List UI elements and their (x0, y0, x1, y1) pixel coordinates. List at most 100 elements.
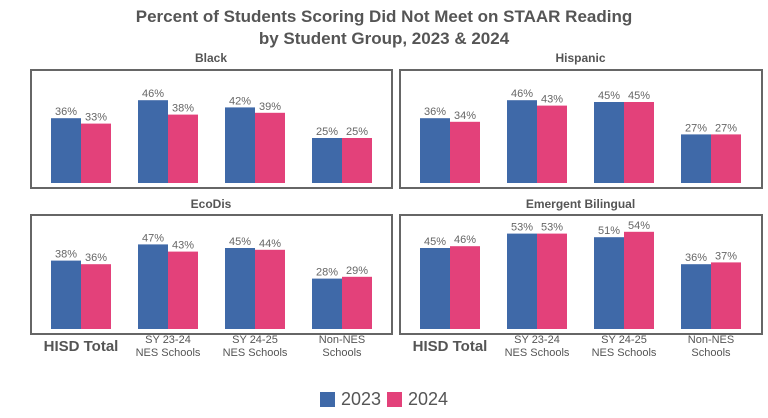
bar-ecodis-2023-0 (51, 260, 81, 329)
data-label-ecodis-2024-2: 44% (259, 238, 281, 250)
data-label-ecodis-2024-3: 29% (346, 265, 368, 277)
data-label-hispanic-2023-1: 46% (511, 88, 533, 100)
panel-hispanic (399, 69, 763, 189)
panel-title-ecodis: EcoDis (190, 197, 232, 211)
bar-ecodis-2024-1 (168, 251, 198, 329)
data-label-emergent-bilingual-2023-0: 45% (424, 236, 446, 248)
data-label-hispanic-2023-0: 36% (424, 106, 446, 118)
bar-ecodis-2023-3 (312, 278, 342, 329)
panel-ecodis (30, 214, 393, 335)
data-label-emergent-bilingual-2024-2: 54% (628, 220, 650, 232)
bar-emergent-bilingual-2024-1 (537, 233, 567, 329)
category-label-line: Non-NES (318, 334, 366, 346)
data-label-ecodis-2023-2: 45% (229, 236, 251, 248)
bar-emergent-bilingual-2023-0 (420, 248, 450, 329)
bar-emergent-bilingual-2023-1 (507, 233, 537, 329)
legend-label-2024: 2024 (408, 389, 449, 409)
legend-item-2024: 2024 (387, 389, 448, 410)
bar-black-2024-1 (168, 114, 198, 183)
bar-emergent-bilingual-2024-0 (450, 246, 480, 329)
data-label-black-2024-1: 38% (172, 103, 194, 115)
category-label-line: NES Schools (504, 347, 570, 359)
bar-black-2023-1 (138, 100, 168, 183)
category-label-right-3: Non-NES Schools (661, 334, 761, 360)
legend-label-2023: 2023 (340, 389, 381, 409)
data-label-black-2024-2: 39% (259, 101, 281, 113)
category-label-line: NES Schools (135, 347, 201, 359)
bar-hispanic-2023-2 (594, 102, 624, 183)
data-label-hispanic-2024-3: 27% (715, 122, 737, 134)
bar-emergent-bilingual-2024-3 (711, 262, 741, 329)
category-label-left-3: Non-NES Schools (292, 334, 392, 360)
data-label-emergent-bilingual-2023-3: 36% (685, 252, 707, 264)
category-label-line: HISD Total (412, 338, 488, 355)
category-label-line: SY 23-24 (514, 334, 560, 346)
legend: 2023 2024 (0, 389, 768, 410)
data-label-hispanic-2024-1: 43% (541, 94, 563, 106)
bar-hispanic-2024-1 (537, 105, 567, 183)
category-label-line: NES Schools (591, 347, 657, 359)
category-label-line: Schools (691, 347, 731, 359)
panel-emergent-bilingual (399, 214, 763, 335)
bar-ecodis-2024-2 (255, 249, 285, 329)
data-label-emergent-bilingual-2024-3: 37% (715, 250, 737, 262)
data-label-ecodis-2023-3: 28% (316, 267, 338, 279)
bar-hispanic-2024-3 (711, 134, 741, 183)
category-label-line: SY 23-24 (145, 334, 191, 346)
legend-swatch-2024 (387, 392, 402, 407)
bar-ecodis-2024-0 (81, 264, 111, 329)
panel-title-black: Black (194, 51, 228, 65)
category-label-right-1: SY 23-24 NES Schools (487, 334, 587, 360)
bar-hispanic-2023-3 (681, 134, 711, 183)
data-label-hispanic-2023-2: 45% (598, 90, 620, 102)
category-label-left-1: SY 23-24 NES Schools (118, 334, 218, 360)
category-label-line: SY 24-25 (232, 334, 278, 346)
bar-black-2023-3 (312, 138, 342, 183)
bar-black-2024-0 (81, 123, 111, 183)
category-label-line: Schools (322, 347, 362, 359)
category-label-right-0: HISD Total (400, 338, 500, 356)
category-label-line: SY 24-25 (601, 334, 647, 346)
bar-black-2023-2 (225, 107, 255, 183)
data-label-black-2023-3: 25% (316, 126, 338, 138)
data-label-black-2024-0: 33% (85, 112, 107, 124)
category-label-line: HISD Total (43, 338, 119, 355)
data-label-emergent-bilingual-2023-1: 53% (511, 222, 533, 234)
legend-swatch-2023 (319, 392, 335, 407)
bar-ecodis-2024-3 (342, 276, 372, 329)
bar-hispanic-2023-1 (507, 100, 537, 183)
bar-hispanic-2024-0 (450, 121, 480, 183)
bar-emergent-bilingual-2024-2 (624, 231, 654, 329)
data-label-hispanic-2023-3: 27% (685, 122, 707, 134)
bar-ecodis-2023-1 (138, 244, 168, 329)
data-label-ecodis-2024-0: 36% (85, 252, 107, 264)
bar-ecodis-2023-2 (225, 248, 255, 329)
category-label-left-2: SY 24-25 NES Schools (205, 334, 305, 360)
category-label-right-2: SY 24-25 NES Schools (574, 334, 674, 360)
chart-title-line1: Percent of Students Scoring Did Not Meet… (135, 7, 633, 26)
bar-black-2023-0 (51, 118, 81, 183)
data-label-black-2023-0: 36% (55, 106, 77, 118)
data-label-black-2023-1: 46% (142, 88, 164, 100)
data-label-emergent-bilingual-2024-0: 46% (454, 234, 476, 246)
bar-hispanic-2024-2 (624, 102, 654, 183)
data-label-black-2024-3: 25% (346, 126, 368, 138)
bar-hispanic-2023-0 (420, 118, 450, 183)
data-label-hispanic-2024-0: 34% (454, 110, 476, 122)
data-label-emergent-bilingual-2024-1: 53% (541, 222, 563, 234)
category-label-left-0: HISD Total (31, 338, 131, 356)
data-label-emergent-bilingual-2023-2: 51% (598, 225, 620, 237)
category-label-line: Non-NES (687, 334, 735, 346)
bar-black-2024-3 (342, 138, 372, 183)
panel-title-hispanic: Hispanic (555, 51, 606, 65)
panel-title-emergent-bilingual: Emergent Bilingual (525, 197, 636, 211)
chart-title-line2: by Student Group, 2023 & 2024 (258, 29, 510, 48)
panel-black (30, 69, 393, 189)
bar-emergent-bilingual-2023-2 (594, 237, 624, 329)
bar-emergent-bilingual-2023-3 (681, 264, 711, 329)
category-label-line: NES Schools (222, 347, 288, 359)
data-label-ecodis-2024-1: 43% (172, 240, 194, 252)
bar-black-2024-2 (255, 112, 285, 183)
legend-item-2023: 2023 (319, 389, 381, 410)
